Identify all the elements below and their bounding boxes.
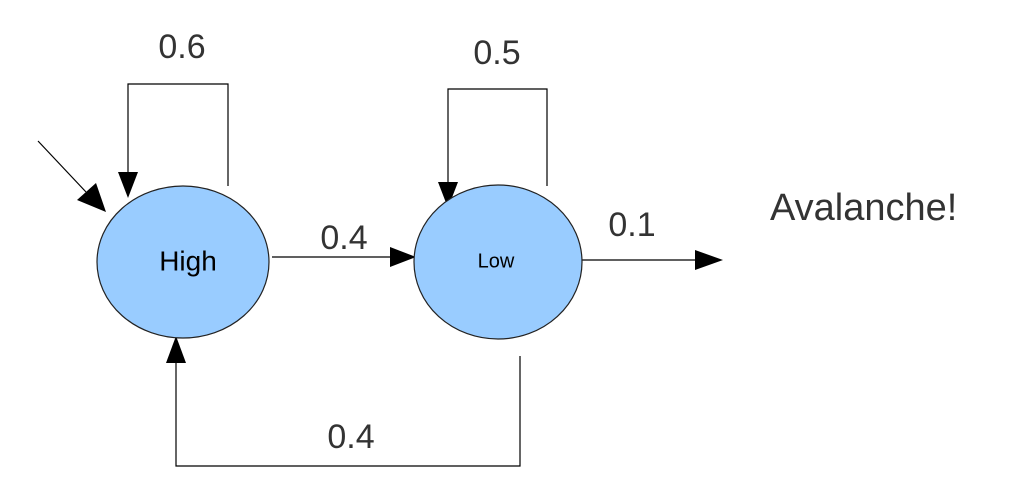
low-to-avalanche-label: 0.1: [608, 206, 655, 244]
entry-arrow: [37, 140, 106, 212]
high-self-loop-label: 0.6: [158, 28, 205, 66]
avalanche-label: Avalanche!: [770, 187, 957, 229]
high-to-low-edge: [272, 247, 416, 267]
node-low-label: Low: [478, 250, 515, 272]
node-low-shape: [413, 184, 583, 340]
low-self-loop-label: 0.5: [473, 34, 520, 72]
low-to-avalanche-edge: [582, 250, 723, 270]
node-high-shape: [96, 185, 270, 339]
low-to-high-label: 0.4: [327, 418, 374, 456]
node-high: High: [96, 185, 270, 339]
low-to-high-edge: [166, 336, 521, 467]
low-self-loop-edge: [438, 88, 548, 208]
high-self-loop-edge: [118, 83, 229, 198]
node-low: Low: [413, 184, 583, 340]
high-to-low-label: 0.4: [320, 219, 367, 257]
node-high-label: High: [159, 245, 217, 276]
